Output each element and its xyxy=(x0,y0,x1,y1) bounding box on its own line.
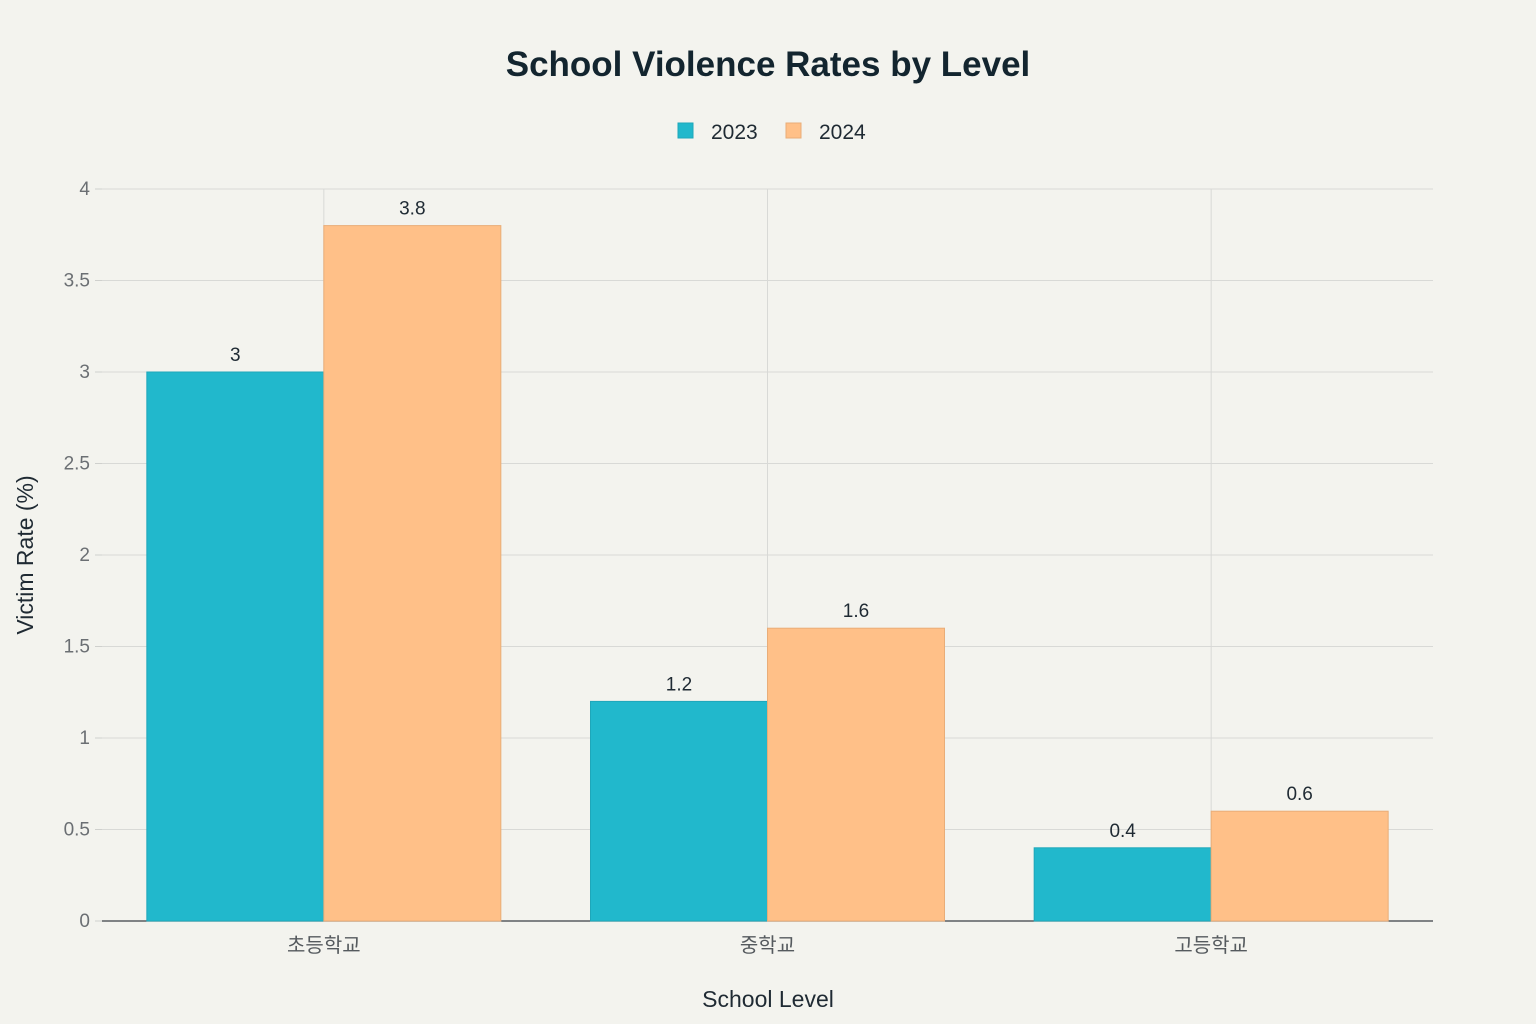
data-label: 1.6 xyxy=(843,601,869,622)
y-tick-label: 1.5 xyxy=(64,637,90,658)
bar-2023-0 xyxy=(146,371,325,922)
y-axis-title: Victim Rate (%) xyxy=(12,475,38,634)
data-label: 1.2 xyxy=(666,674,692,695)
legend-swatch xyxy=(677,122,694,139)
x-axis-title: School Level xyxy=(702,986,834,1012)
bar-2023-1 xyxy=(590,700,768,922)
data-label: 3 xyxy=(230,345,241,366)
y-tick-label: 4 xyxy=(79,179,90,200)
bar-2024-0 xyxy=(323,225,502,922)
data-label: 3.8 xyxy=(399,199,425,220)
y-tick-label: 2.5 xyxy=(64,454,90,475)
chart-title: School Violence Rates by Level xyxy=(506,45,1031,84)
bar-2024-1 xyxy=(767,627,945,922)
y-tick-label: 2 xyxy=(79,545,90,566)
y-tick-label: 3.5 xyxy=(64,271,90,292)
bar-2024-2 xyxy=(1210,810,1389,922)
legend-swatch xyxy=(785,122,802,139)
bar-2023-2 xyxy=(1033,847,1212,922)
data-label: 0.4 xyxy=(1109,821,1136,842)
legend: 2023 2024 xyxy=(677,121,866,144)
x-category-label: 중학교 xyxy=(740,934,795,957)
bars xyxy=(146,225,1389,922)
y-tick-label: 0 xyxy=(79,911,90,932)
x-category-label: 고등학교 xyxy=(1174,934,1248,957)
legend-label: 2024 xyxy=(819,121,866,144)
data-labels: 3 1.2 0.4 3.8 1.6 0.6 xyxy=(230,199,1313,842)
y-tick-label: 0.5 xyxy=(64,820,90,841)
x-category-label: 초등학교 xyxy=(287,934,361,957)
y-tick-label: 3 xyxy=(79,362,90,383)
y-tick-label: 1 xyxy=(79,728,90,749)
data-label: 0.6 xyxy=(1286,784,1312,805)
y-axis-ticks: 0 0.5 1 1.5 2 2.5 3 3.5 4 xyxy=(64,179,91,932)
x-axis-categories: 초등학교 중학교 고등학교 xyxy=(287,934,1248,957)
legend-label: 2023 xyxy=(711,121,758,144)
